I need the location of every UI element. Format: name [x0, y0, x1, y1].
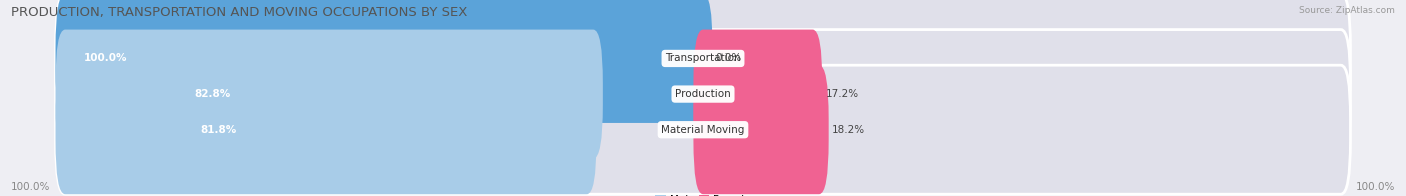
Text: 82.8%: 82.8%	[194, 89, 231, 99]
Legend: Male, Female: Male, Female	[651, 191, 755, 196]
Text: Production: Production	[675, 89, 731, 99]
FancyBboxPatch shape	[55, 0, 1351, 123]
Text: 81.8%: 81.8%	[200, 125, 236, 135]
FancyBboxPatch shape	[55, 30, 603, 159]
FancyBboxPatch shape	[693, 30, 823, 159]
Text: 100.0%: 100.0%	[84, 54, 128, 64]
FancyBboxPatch shape	[55, 30, 1351, 159]
Text: 17.2%: 17.2%	[825, 89, 859, 99]
Text: Material Moving: Material Moving	[661, 125, 745, 135]
Text: 18.2%: 18.2%	[832, 125, 865, 135]
Text: 100.0%: 100.0%	[1355, 182, 1395, 192]
Text: 0.0%: 0.0%	[716, 54, 742, 64]
FancyBboxPatch shape	[55, 0, 713, 123]
FancyBboxPatch shape	[55, 65, 596, 194]
Text: 100.0%: 100.0%	[11, 182, 51, 192]
Text: Source: ZipAtlas.com: Source: ZipAtlas.com	[1299, 6, 1395, 15]
FancyBboxPatch shape	[693, 65, 828, 194]
Text: Transportation: Transportation	[665, 54, 741, 64]
FancyBboxPatch shape	[55, 65, 1351, 194]
Text: PRODUCTION, TRANSPORTATION AND MOVING OCCUPATIONS BY SEX: PRODUCTION, TRANSPORTATION AND MOVING OC…	[11, 6, 468, 19]
